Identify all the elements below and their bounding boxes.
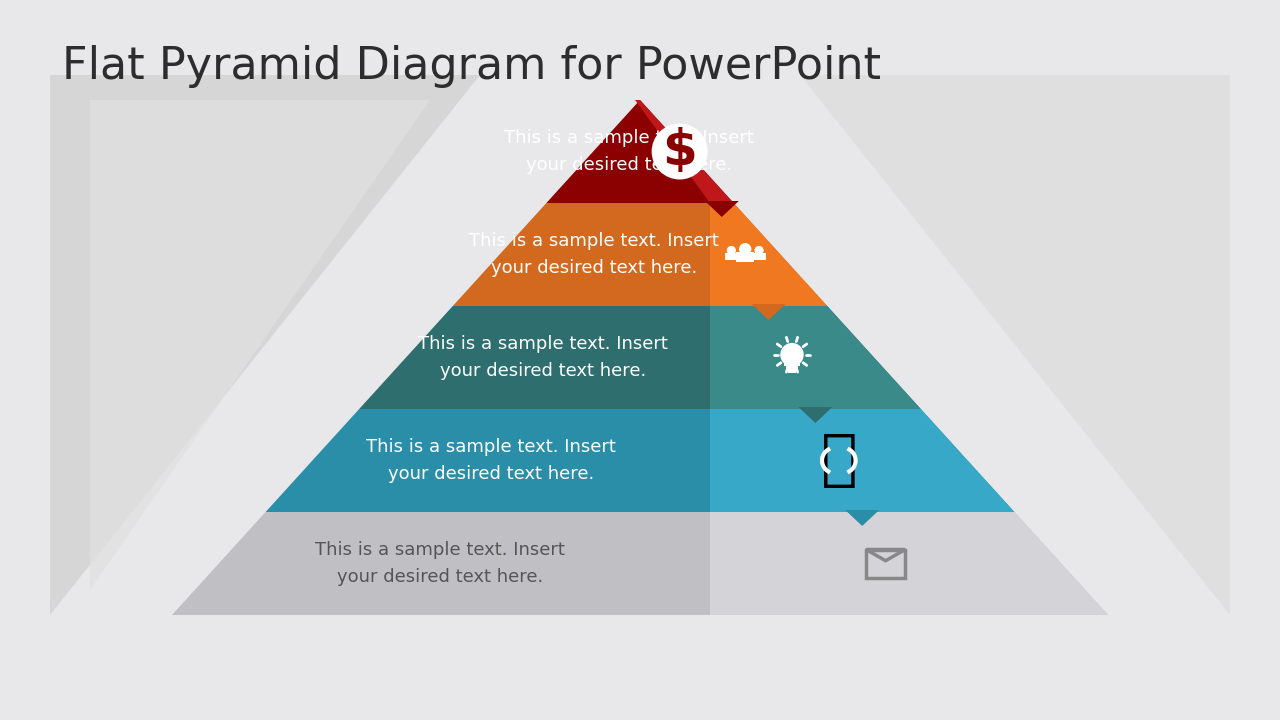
Polygon shape: [635, 100, 733, 203]
Polygon shape: [736, 252, 754, 262]
Polygon shape: [753, 253, 765, 260]
Circle shape: [739, 243, 751, 256]
Circle shape: [727, 246, 736, 255]
Text: 🤝: 🤝: [820, 431, 858, 490]
Polygon shape: [266, 409, 1014, 512]
Circle shape: [652, 124, 708, 179]
Text: This is a sample text. Insert
your desired text here.: This is a sample text. Insert your desir…: [417, 336, 668, 379]
Text: This is a sample text. Insert
your desired text here.: This is a sample text. Insert your desir…: [366, 438, 616, 482]
Polygon shape: [172, 512, 1108, 615]
Polygon shape: [800, 75, 1230, 615]
Polygon shape: [710, 203, 827, 306]
Polygon shape: [751, 304, 786, 320]
Polygon shape: [799, 407, 832, 423]
Circle shape: [781, 343, 804, 366]
Text: Flat Pyramid Diagram for PowerPoint: Flat Pyramid Diagram for PowerPoint: [61, 45, 881, 88]
Polygon shape: [710, 409, 1014, 512]
Polygon shape: [547, 100, 733, 203]
Polygon shape: [724, 253, 739, 260]
Polygon shape: [785, 359, 800, 366]
Text: This is a sample text. Insert
your desired text here.: This is a sample text. Insert your desir…: [315, 541, 564, 585]
Polygon shape: [710, 306, 920, 409]
Text: $: $: [662, 127, 698, 176]
Polygon shape: [788, 367, 796, 374]
Polygon shape: [845, 510, 879, 526]
Polygon shape: [705, 201, 739, 217]
Polygon shape: [90, 100, 430, 590]
Polygon shape: [786, 364, 797, 369]
Circle shape: [754, 246, 764, 255]
Text: This is a sample text. Insert
your desired text here.: This is a sample text. Insert your desir…: [470, 233, 719, 276]
Polygon shape: [360, 306, 920, 409]
Polygon shape: [453, 203, 827, 306]
Polygon shape: [710, 512, 1108, 615]
Text: This is a sample text. Insert
your desired text here.: This is a sample text. Insert your desir…: [504, 130, 754, 174]
Polygon shape: [50, 75, 480, 615]
